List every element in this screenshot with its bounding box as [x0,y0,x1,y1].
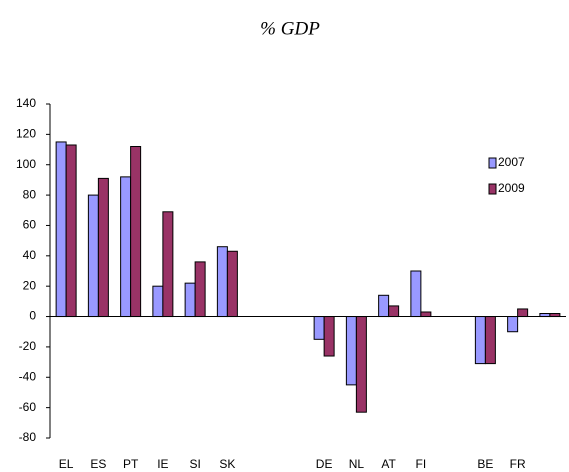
y-tick-label: 60 [23,218,37,232]
bar [87,194,99,318]
bar [507,316,519,333]
legend-swatch [488,183,497,195]
y-tick-label: 40 [23,248,37,262]
x-tick-label: FR [510,457,526,471]
y-tick-label: 80 [23,187,37,201]
bar [162,211,174,318]
chart-title: % GDP [260,18,320,39]
x-tick-label: ES [90,457,106,471]
x-tick-label: PT [123,457,139,471]
bar [410,270,422,318]
bar [194,261,206,318]
legend-label: 2009 [498,181,525,195]
bar [323,316,335,357]
x-tick-label: EL [59,457,74,471]
y-tick-label: 100 [16,157,36,171]
bar [484,316,496,365]
x-tick-label: DE [316,457,333,471]
bar [55,141,67,318]
bar [355,316,367,413]
bar [474,316,486,365]
x-tick-label: BE [477,457,493,471]
y-tick-label: -20 [19,339,37,353]
x-tick-label: NL [349,457,365,471]
x-tick-label: FI [416,457,427,471]
y-tick-label: 120 [16,127,36,141]
legend-swatch [488,157,497,169]
bar [420,311,432,318]
bar [313,316,325,340]
x-tick-label: SI [189,457,200,471]
bar [97,177,109,318]
bar [120,176,132,318]
legend-label: 2007 [498,155,525,169]
y-tick-label: 140 [16,96,36,110]
bar [388,305,400,318]
y-tick-label: -60 [19,400,37,414]
bar [345,316,357,386]
bar [378,294,390,318]
y-tick-label: -80 [19,430,37,444]
y-tick-label: 20 [23,278,37,292]
bar [65,144,77,318]
y-tick-label: 0 [29,309,36,323]
x-tick-label: SK [219,457,235,471]
bar [152,285,164,318]
bar [517,308,529,318]
x-tick-label: IE [157,457,168,471]
bar [226,250,238,318]
bar [184,282,196,318]
x-tick-label: AT [381,457,396,471]
bar [130,146,142,318]
y-tick-label: -40 [19,369,37,383]
bar [216,246,228,318]
